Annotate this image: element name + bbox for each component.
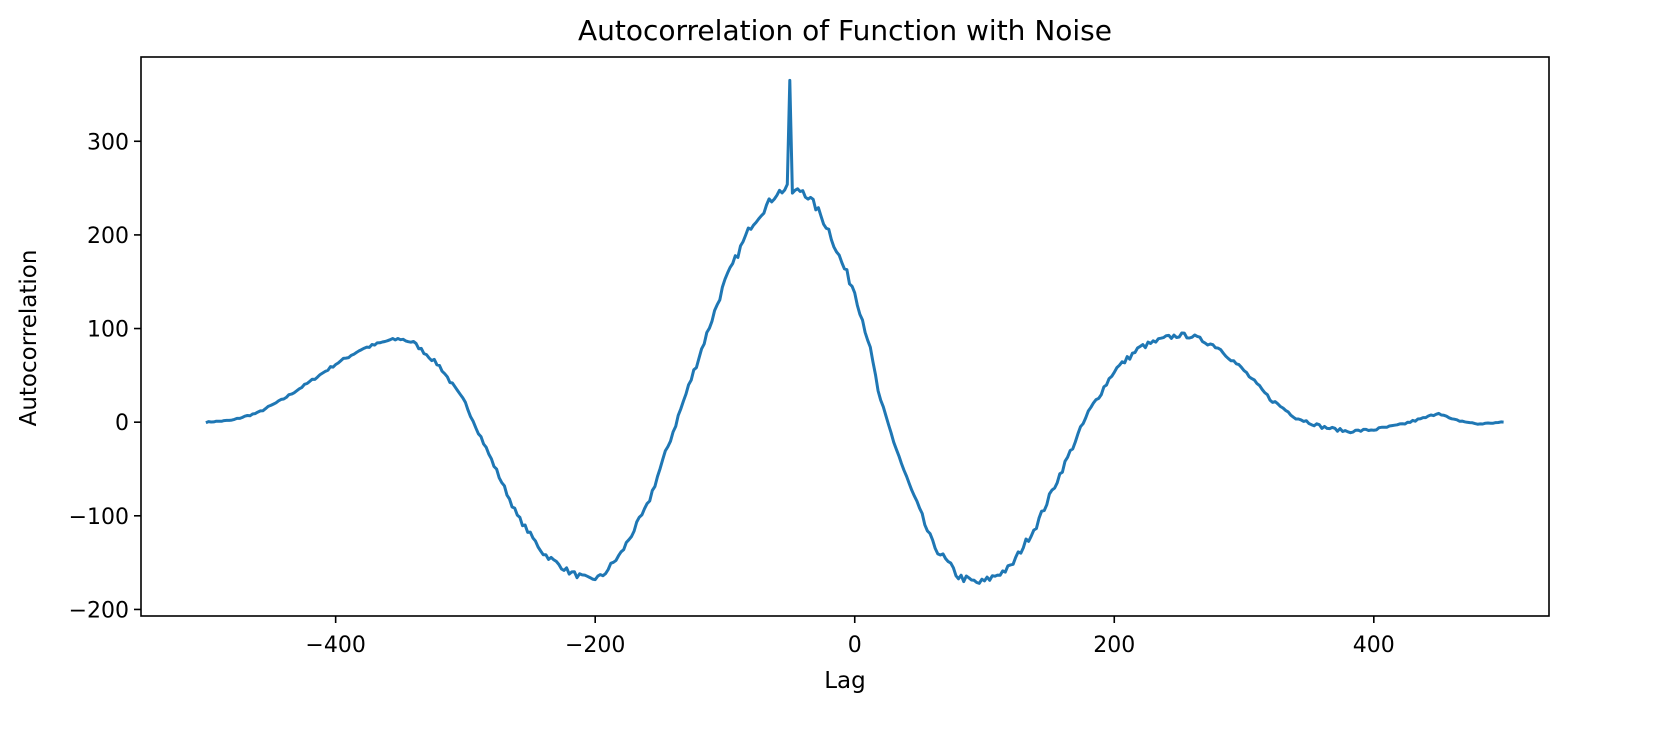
chart-title: Autocorrelation of Function with Noise <box>578 14 1112 47</box>
y-tick-label: −100 <box>69 505 129 530</box>
y-tick-label: 100 <box>87 318 129 343</box>
plot-area <box>140 56 1550 617</box>
x-axis-ticks: −400 −200 0 200 400 <box>305 616 1395 658</box>
x-tick-label: 200 <box>1093 633 1135 658</box>
y-axis-label: Autocorrelation <box>16 250 42 427</box>
y-tick-label: 200 <box>87 224 129 249</box>
y-tick-label: 300 <box>87 130 129 155</box>
y-tick-label: −200 <box>69 598 129 623</box>
series-line <box>205 78 1504 585</box>
x-tick-label: −400 <box>305 633 365 658</box>
x-tick-label: 0 <box>848 633 862 658</box>
y-axis-ticks: −200 −100 0 100 200 300 <box>69 130 141 623</box>
x-axis-label: Lag <box>824 668 866 694</box>
x-tick-label: 400 <box>1353 633 1395 658</box>
x-tick-label: −200 <box>565 633 625 658</box>
plot-frame <box>140 56 1550 617</box>
y-tick-label: 0 <box>115 411 129 436</box>
